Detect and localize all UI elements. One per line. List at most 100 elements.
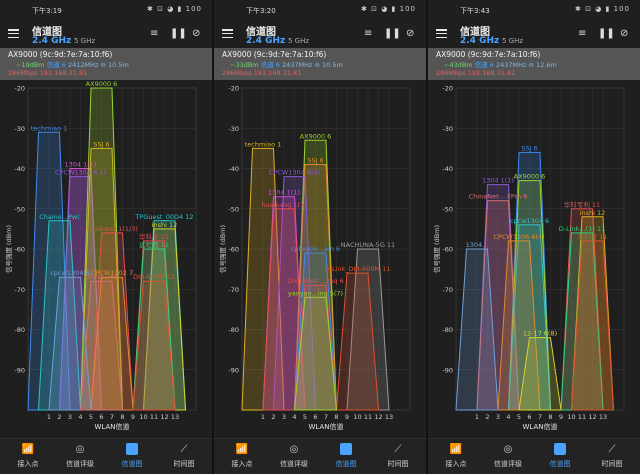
signal-line: ~19dBm 信道 6 2412MHz ⊖ 10.5m bbox=[16, 59, 129, 69]
nav-item-wifi[interactable]: 📶 接入点 bbox=[2, 441, 54, 469]
nav-item-radar[interactable]: ◎ 信道评级 bbox=[482, 441, 534, 469]
network-label: CPCW1302 7 bbox=[91, 269, 133, 277]
nav-label: 时间图 bbox=[601, 460, 623, 468]
network-curve bbox=[518, 337, 562, 411]
connected-network-info: AX9000 (9c:9d:7e:7a:10:f6) ~33dBm 信道 6 2… bbox=[214, 48, 426, 80]
y-axis-label: 信号强度 (dBm) bbox=[4, 225, 13, 273]
y-tick-label: -40 bbox=[442, 165, 453, 173]
network-label: CPCW1304 6(4) bbox=[269, 169, 320, 177]
nav-item-radar[interactable]: ◎ 信道评级 bbox=[54, 441, 106, 469]
pause-icon[interactable]: ❚❚ bbox=[598, 28, 615, 39]
x-tick-label: 1 bbox=[47, 413, 51, 421]
pause-icon[interactable]: ❚❚ bbox=[170, 28, 187, 39]
network-label: huaikang 1(1) bbox=[261, 201, 306, 209]
pause-icon[interactable]: ❚❚ bbox=[384, 28, 401, 39]
screenshot-panel-2: 下午3:20 ✱ ⊡ ◕ ▮ 100 信道图 2.4 GHz 5 GHz ≡ ❚… bbox=[214, 0, 426, 474]
network-label: inshi 12 bbox=[152, 221, 178, 229]
nav-label: 接入点 bbox=[231, 460, 253, 468]
radar-icon: ◎ bbox=[75, 444, 85, 455]
band-5ghz-tab[interactable]: 5 GHz bbox=[288, 37, 310, 45]
x-tick-label: 10 bbox=[353, 413, 361, 421]
network-label: 华科专 11 bbox=[139, 232, 169, 241]
status-bar: 下午3:43 ✱ ⊡ ◕ ▮ 100 bbox=[428, 0, 640, 20]
connected-network-info: AX9000 (9c:9d:7e:7a:10:f6) ~19dBm 信道 6 2… bbox=[0, 48, 212, 80]
app-bar: 信道图 2.4 GHz 5 GHz ≡ ❚❚ ⊘ bbox=[0, 20, 212, 48]
network-label: SSJ 6 bbox=[93, 140, 109, 148]
y-axis-label: 信号强度 (dBm) bbox=[218, 225, 227, 273]
band-2-4ghz-tab[interactable]: 2.4 GHz bbox=[32, 36, 72, 46]
x-axis-label: WLAN信道 bbox=[308, 422, 343, 431]
filter-icon[interactable]: ≡ bbox=[150, 28, 159, 39]
wifi-off-icon[interactable]: ⊘ bbox=[620, 28, 629, 39]
x-tick-label: 8 bbox=[120, 413, 124, 421]
menu-icon[interactable] bbox=[8, 29, 19, 39]
y-tick-label: -60 bbox=[228, 246, 239, 254]
link-rate: 286Mbps 192.168.31.81 bbox=[436, 69, 516, 77]
link-rate: 286Mbps 192.168.31.81 bbox=[8, 69, 88, 77]
nav-label: 时间图 bbox=[387, 460, 409, 468]
connected-ssid: AX9000 (9c:9d:7e:7a:10:f6) bbox=[436, 50, 541, 59]
status-bar: 下午3:19 ✱ ⊡ ◕ ▮ 100 bbox=[0, 0, 212, 20]
nav-item-time-graph[interactable]: ⟋ 时间图 bbox=[158, 441, 210, 469]
page-title: 信道图 bbox=[32, 27, 62, 38]
nav-label: 接入点 bbox=[17, 460, 39, 468]
signal-line: ~43dBm 信道 6 2437MHz ⊖ 12.6m bbox=[444, 59, 557, 69]
nav-item-wifi[interactable]: 📶 接入点 bbox=[430, 441, 482, 469]
channel-label: 信道 6 bbox=[260, 61, 280, 69]
y-tick-label: -50 bbox=[14, 205, 25, 213]
chart-icon bbox=[320, 441, 372, 459]
nav-label: 信道评级 bbox=[494, 460, 522, 468]
signal-line: ~33dBm 信道 6 2437MHz ⊖ 10.5m bbox=[230, 59, 343, 69]
nav-item-time-graph[interactable]: ⟋ 时间图 bbox=[372, 441, 424, 469]
time-graph-icon: ⟋ bbox=[394, 444, 402, 455]
wifi-off-icon[interactable]: ⊘ bbox=[192, 28, 201, 39]
network-label: AX9000 6 bbox=[300, 132, 332, 140]
network-label: ChinaNet-...FPm 6 bbox=[469, 193, 528, 201]
band-5ghz-tab[interactable]: 5 GHz bbox=[74, 37, 96, 45]
filter-icon[interactable]: ≡ bbox=[578, 28, 587, 39]
filter-icon[interactable]: ≡ bbox=[364, 28, 373, 39]
status-bar: 下午3:20 ✱ ⊡ ◕ ▮ 100 bbox=[214, 0, 426, 20]
network-label: 1304... bbox=[466, 241, 489, 249]
menu-icon[interactable] bbox=[436, 29, 447, 39]
wifi-off-icon[interactable]: ⊘ bbox=[406, 28, 415, 39]
network-label: 华科专 11 bbox=[578, 232, 608, 241]
network-label: techmiao 1 bbox=[31, 124, 68, 132]
nav-item-time-graph[interactable]: ⟋ 时间图 bbox=[586, 441, 638, 469]
nav-item-radar[interactable]: ◎ 信道评级 bbox=[268, 441, 320, 469]
connected-network-info: AX9000 (9c:9d:7e:7a:10:f6) ~43dBm 信道 6 2… bbox=[428, 48, 640, 80]
frequency-detail: 2412MHz ⊖ 10.5m bbox=[68, 61, 129, 69]
signal-strength: ~33dBm bbox=[230, 61, 259, 69]
nav-item-chart[interactable]: 信道图 bbox=[534, 441, 586, 469]
x-tick-label: 7 bbox=[110, 413, 114, 421]
network-label: AX9000 6 bbox=[86, 80, 118, 88]
menu-icon[interactable] bbox=[222, 29, 233, 39]
network-label: 1304 1(1) bbox=[65, 161, 97, 169]
channel-chart: -20-30-40-50-60-70-80-901 2 3 4 5 6 7 8 9 10 11 12 1… bbox=[432, 85, 625, 431]
signal-strength: ~19dBm bbox=[16, 61, 45, 69]
y-tick-label: -40 bbox=[14, 165, 25, 173]
band-2-4ghz-tab[interactable]: 2.4 GHz bbox=[460, 36, 500, 46]
y-tick-label: -30 bbox=[228, 125, 239, 133]
x-tick-label: 11 bbox=[578, 413, 586, 421]
nav-item-chart[interactable]: 信道图 bbox=[320, 441, 372, 469]
y-tick-label: -60 bbox=[14, 246, 25, 254]
network-curve bbox=[293, 296, 338, 411]
y-tick-label: -20 bbox=[442, 85, 453, 93]
nav-item-wifi[interactable]: 📶 接入点 bbox=[216, 441, 268, 469]
status-icons: ✱ ⊡ ◕ ▮ 100 bbox=[361, 5, 416, 13]
x-tick-label: 5 bbox=[303, 413, 307, 421]
wifi-icon: 📶 bbox=[235, 444, 249, 455]
x-tick-label: 7 bbox=[324, 413, 328, 421]
y-tick-label: -60 bbox=[442, 246, 453, 254]
band-2-4ghz-tab[interactable]: 2.4 GHz bbox=[246, 36, 286, 46]
y-tick-label: -80 bbox=[228, 326, 239, 334]
band-5ghz-tab[interactable]: 5 GHz bbox=[502, 37, 524, 45]
x-tick-label: 3 bbox=[282, 413, 286, 421]
network-label: TPGuest_00D4 12 bbox=[135, 213, 194, 221]
network-label: huaikang 1(1/3) bbox=[86, 225, 138, 233]
network-label: 12-17 6(8) bbox=[523, 330, 557, 338]
link-rate: 286Mbps 192.168.31.81 bbox=[222, 69, 302, 77]
x-tick-label: 10 bbox=[567, 413, 575, 421]
nav-item-chart[interactable]: 信道图 bbox=[106, 441, 158, 469]
